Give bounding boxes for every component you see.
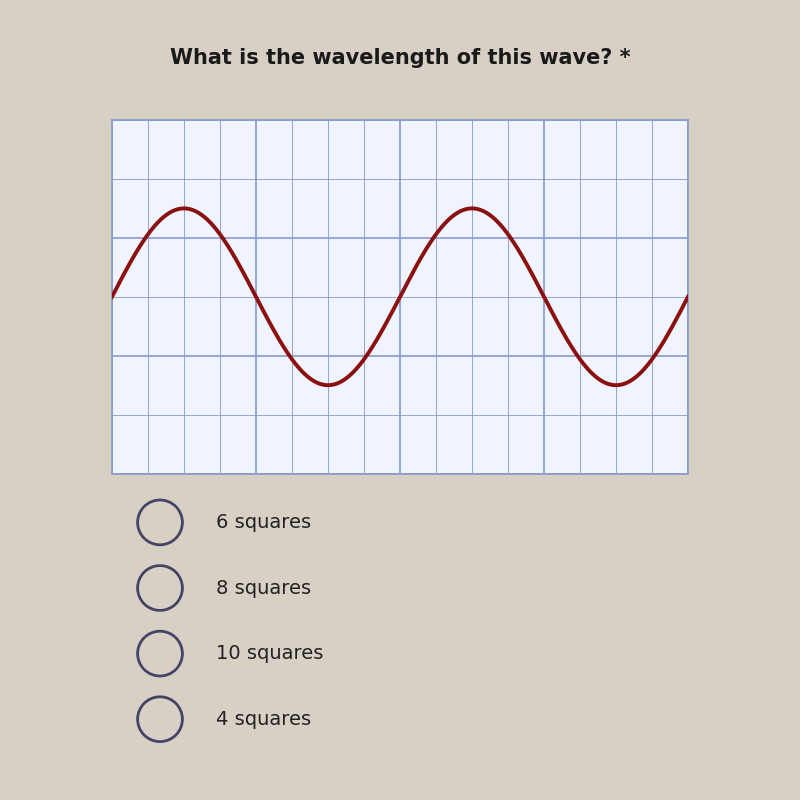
Text: 8 squares: 8 squares bbox=[216, 578, 311, 598]
Text: 6 squares: 6 squares bbox=[216, 513, 311, 532]
Text: What is the wavelength of this wave? *: What is the wavelength of this wave? * bbox=[170, 48, 630, 68]
Text: 4 squares: 4 squares bbox=[216, 710, 311, 729]
Text: 10 squares: 10 squares bbox=[216, 644, 323, 663]
